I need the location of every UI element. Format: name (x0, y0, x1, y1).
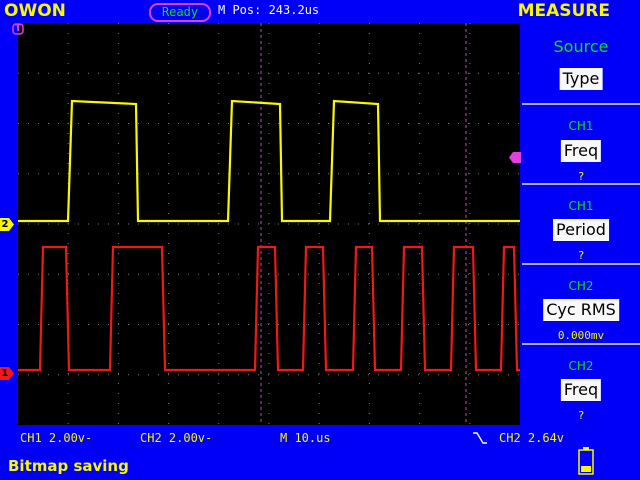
trigger-marker-icon (12, 23, 24, 35)
measure-type: Freq (560, 140, 602, 162)
measure-value: ? (577, 409, 585, 422)
bottom-status-bar: CH1 2.00v- CH2 2.00v- M 10.us CH2 2.64v … (0, 425, 640, 480)
ch1-scale-readout: CH1 2.00v- (20, 431, 93, 445)
top-status-bar: OWON Ready M Pos: 243.2us MEASURE (0, 0, 640, 22)
ch1-marker-icon (0, 367, 14, 380)
measure-menu: Source Type CH1 Freq ? CH1 Period ? CH2 … (522, 23, 640, 425)
horizontal-position-readout: M Pos: 243.2us (218, 3, 320, 17)
measure-type: Cyc RMS (543, 299, 619, 321)
waveform-display (18, 23, 520, 425)
measure-slot-2[interactable]: CH1 Period ? (522, 183, 640, 262)
measure-channel: CH1 (568, 119, 594, 133)
falling-edge-icon (473, 432, 487, 444)
ch1-offset-marker[interactable]: 1 (0, 367, 14, 380)
measure-channel: CH2 (568, 279, 594, 293)
trigger-level-icon (509, 152, 521, 163)
battery-icon (578, 447, 594, 475)
graticule (18, 23, 520, 425)
measure-value: ? (577, 249, 585, 262)
ch2-marker-icon (0, 218, 14, 231)
trigger-position-marker: T (12, 23, 24, 35)
measure-type: Period (553, 219, 609, 241)
status-badge: Ready (149, 3, 211, 22)
type-label: Type (559, 68, 603, 90)
measure-slot-3[interactable]: CH2 Cyc RMS 0.000mv (522, 263, 640, 342)
ch2-offset-marker[interactable]: 2 (0, 218, 14, 231)
brand-logo: OWON (4, 1, 66, 21)
trigger-level-readout: CH2 2.64v (499, 431, 565, 445)
trigger-level-marker[interactable] (509, 152, 521, 163)
measure-channel: CH1 (568, 199, 594, 213)
measure-value: 0.000mv (557, 329, 605, 342)
ch1-marker-label: 1 (1, 368, 9, 379)
trigger-marker-label: T (14, 23, 22, 34)
measure-channel: CH2 (568, 359, 594, 373)
measure-slot-4[interactable]: CH2 Freq ? (522, 343, 640, 422)
ch2-scale-readout: CH2 2.00v- (140, 431, 213, 445)
ch2-trace (18, 99, 520, 223)
menu-title: MEASURE (517, 1, 610, 21)
measure-slot-1[interactable]: CH1 Freq ? (522, 103, 640, 183)
measure-value: ? (577, 170, 585, 183)
menu-source-type[interactable]: Source Type (522, 23, 640, 101)
source-label: Source (553, 37, 609, 56)
ch1-trace (18, 245, 520, 372)
ch2-marker-label: 2 (1, 219, 9, 230)
status-message: Bitmap saving (8, 457, 129, 475)
timebase-readout: M 10.us (280, 431, 331, 445)
measure-type: Freq (560, 379, 602, 401)
